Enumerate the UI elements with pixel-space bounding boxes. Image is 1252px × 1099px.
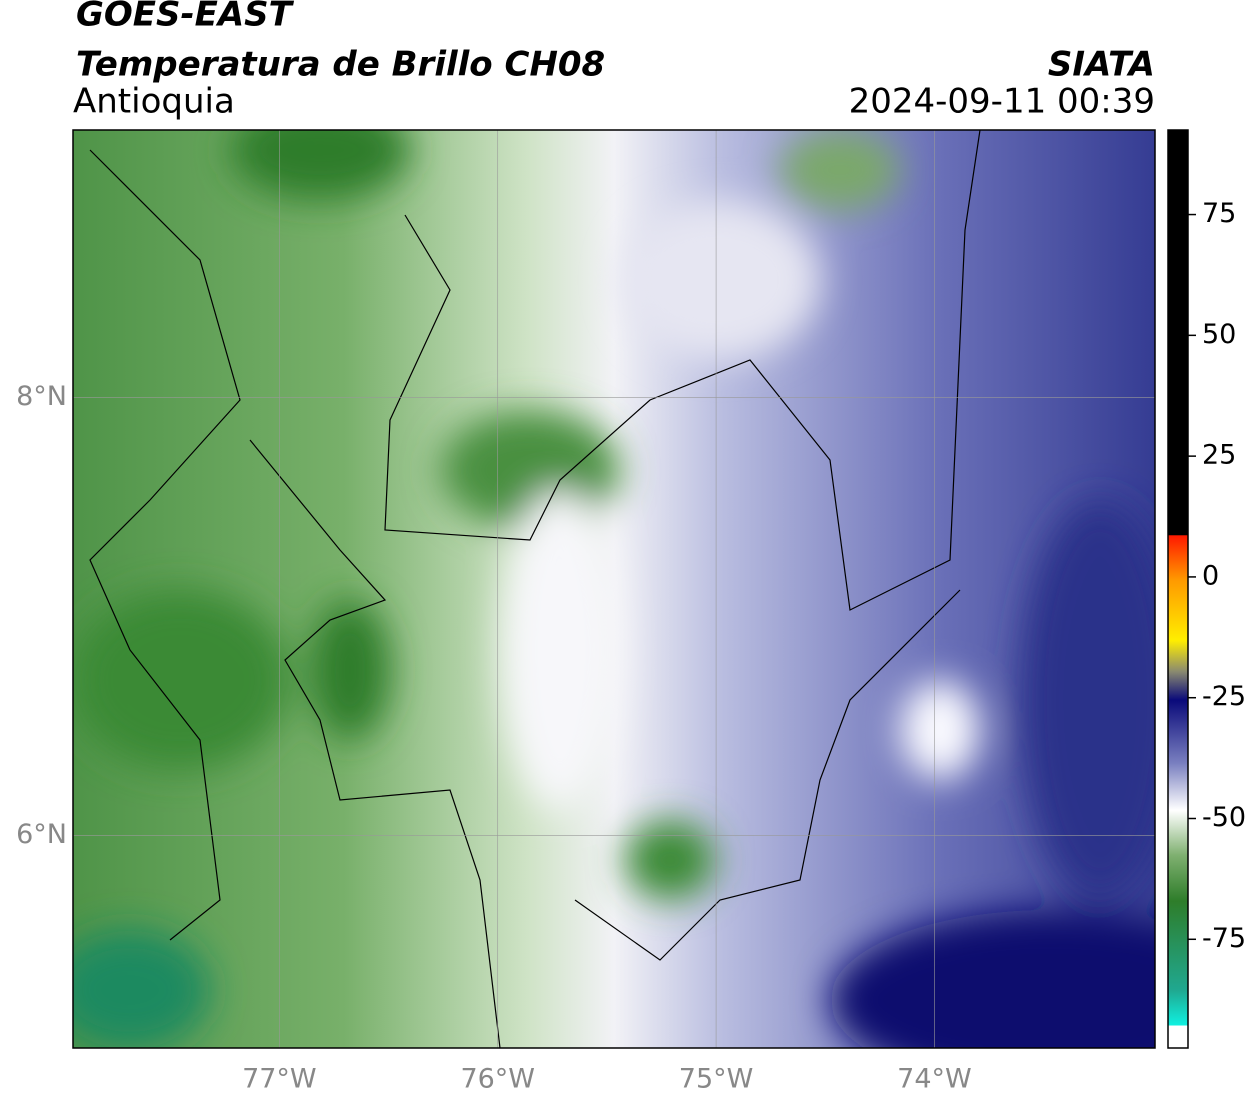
y-tick-label: 8°N	[16, 381, 67, 412]
colorbar-tick-label: -25	[1202, 681, 1246, 712]
x-tick-label: 74°W	[897, 1064, 972, 1095]
datetime: 2024-09-11 00:39	[849, 82, 1155, 122]
x-tick-label: 75°W	[679, 1064, 754, 1095]
region: Antioquia	[73, 82, 235, 122]
colorbar-tick-label: 75	[1202, 198, 1236, 229]
y-tick-label: 6°N	[16, 819, 67, 850]
graticule	[73, 130, 1155, 1048]
x-tick-label: 77°W	[242, 1064, 317, 1095]
imagery	[73, 130, 1155, 1048]
map-frame	[72, 129, 1156, 1049]
subtitle: Temperatura de Brillo CH08	[76, 45, 605, 85]
source: SIATA	[1048, 45, 1155, 85]
colorbar-tick-label: 0	[1202, 560, 1219, 591]
x-tick-label: 76°W	[460, 1064, 535, 1095]
colorbar-tick-label: -50	[1202, 802, 1246, 833]
colorbar-tick-label: 50	[1202, 319, 1236, 350]
colorbar-tick-label: -75	[1202, 923, 1246, 954]
title: GOES-EAST	[76, 0, 295, 35]
colorbar	[1167, 129, 1189, 1049]
colorbar-tick-label: 25	[1202, 440, 1236, 471]
